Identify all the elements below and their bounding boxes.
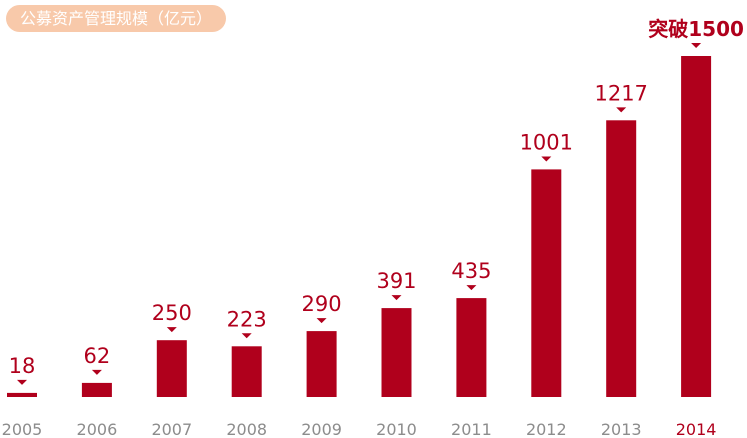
chart-title: 公募资产管理规模（亿元） (6, 5, 227, 32)
data-label-2013: 1217 (594, 81, 647, 105)
data-label-2005: 18 (9, 354, 36, 378)
bar-2010 (381, 308, 412, 397)
label-pointer-2009 (316, 318, 327, 324)
label-pointer-2007 (166, 327, 177, 333)
bar-2014 (681, 56, 712, 397)
x-tick-label-2011: 2011 (451, 420, 492, 438)
label-pointer-2010 (391, 295, 402, 301)
bar-2007 (156, 340, 187, 397)
x-tick-label-2007: 2007 (151, 420, 192, 438)
x-tick-label-2010: 2010 (376, 420, 417, 438)
data-label-2010: 391 (376, 269, 416, 293)
x-tick-label-2008: 2008 (226, 420, 267, 438)
x-tick-label-2009: 2009 (301, 420, 342, 438)
x-tick-label-2012: 2012 (526, 420, 567, 438)
bar-2012 (531, 169, 562, 397)
label-pointer-2013 (616, 107, 627, 113)
label-pointer-2011 (466, 285, 477, 291)
data-label-2012: 1001 (520, 130, 573, 154)
bar-2011 (456, 298, 487, 397)
bar-2005 (7, 392, 37, 397)
label-pointer-2014 (691, 43, 702, 48)
bar-2008 (231, 346, 262, 397)
x-tick-label-2006: 2006 (77, 420, 118, 438)
x-tick-label-2005: 2005 (2, 420, 43, 438)
label-pointer-2005 (17, 379, 27, 385)
data-label-2009: 290 (302, 292, 342, 316)
data-label-2011: 435 (451, 259, 491, 283)
bar-2006 (81, 382, 112, 397)
x-tick-label-2014: 2014 (676, 420, 717, 438)
data-label-2006: 62 (84, 344, 111, 368)
data-label-2007: 250 (152, 301, 192, 325)
data-label-2014: 突破1500 (648, 17, 744, 41)
data-label-2008: 223 (227, 307, 267, 331)
bar-2013 (606, 120, 637, 398)
label-pointer-2008 (241, 333, 252, 339)
bar-2009 (306, 331, 337, 397)
label-pointer-2006 (91, 369, 102, 375)
x-tick-label-2013: 2013 (601, 420, 642, 438)
label-pointer-2012 (541, 156, 552, 162)
